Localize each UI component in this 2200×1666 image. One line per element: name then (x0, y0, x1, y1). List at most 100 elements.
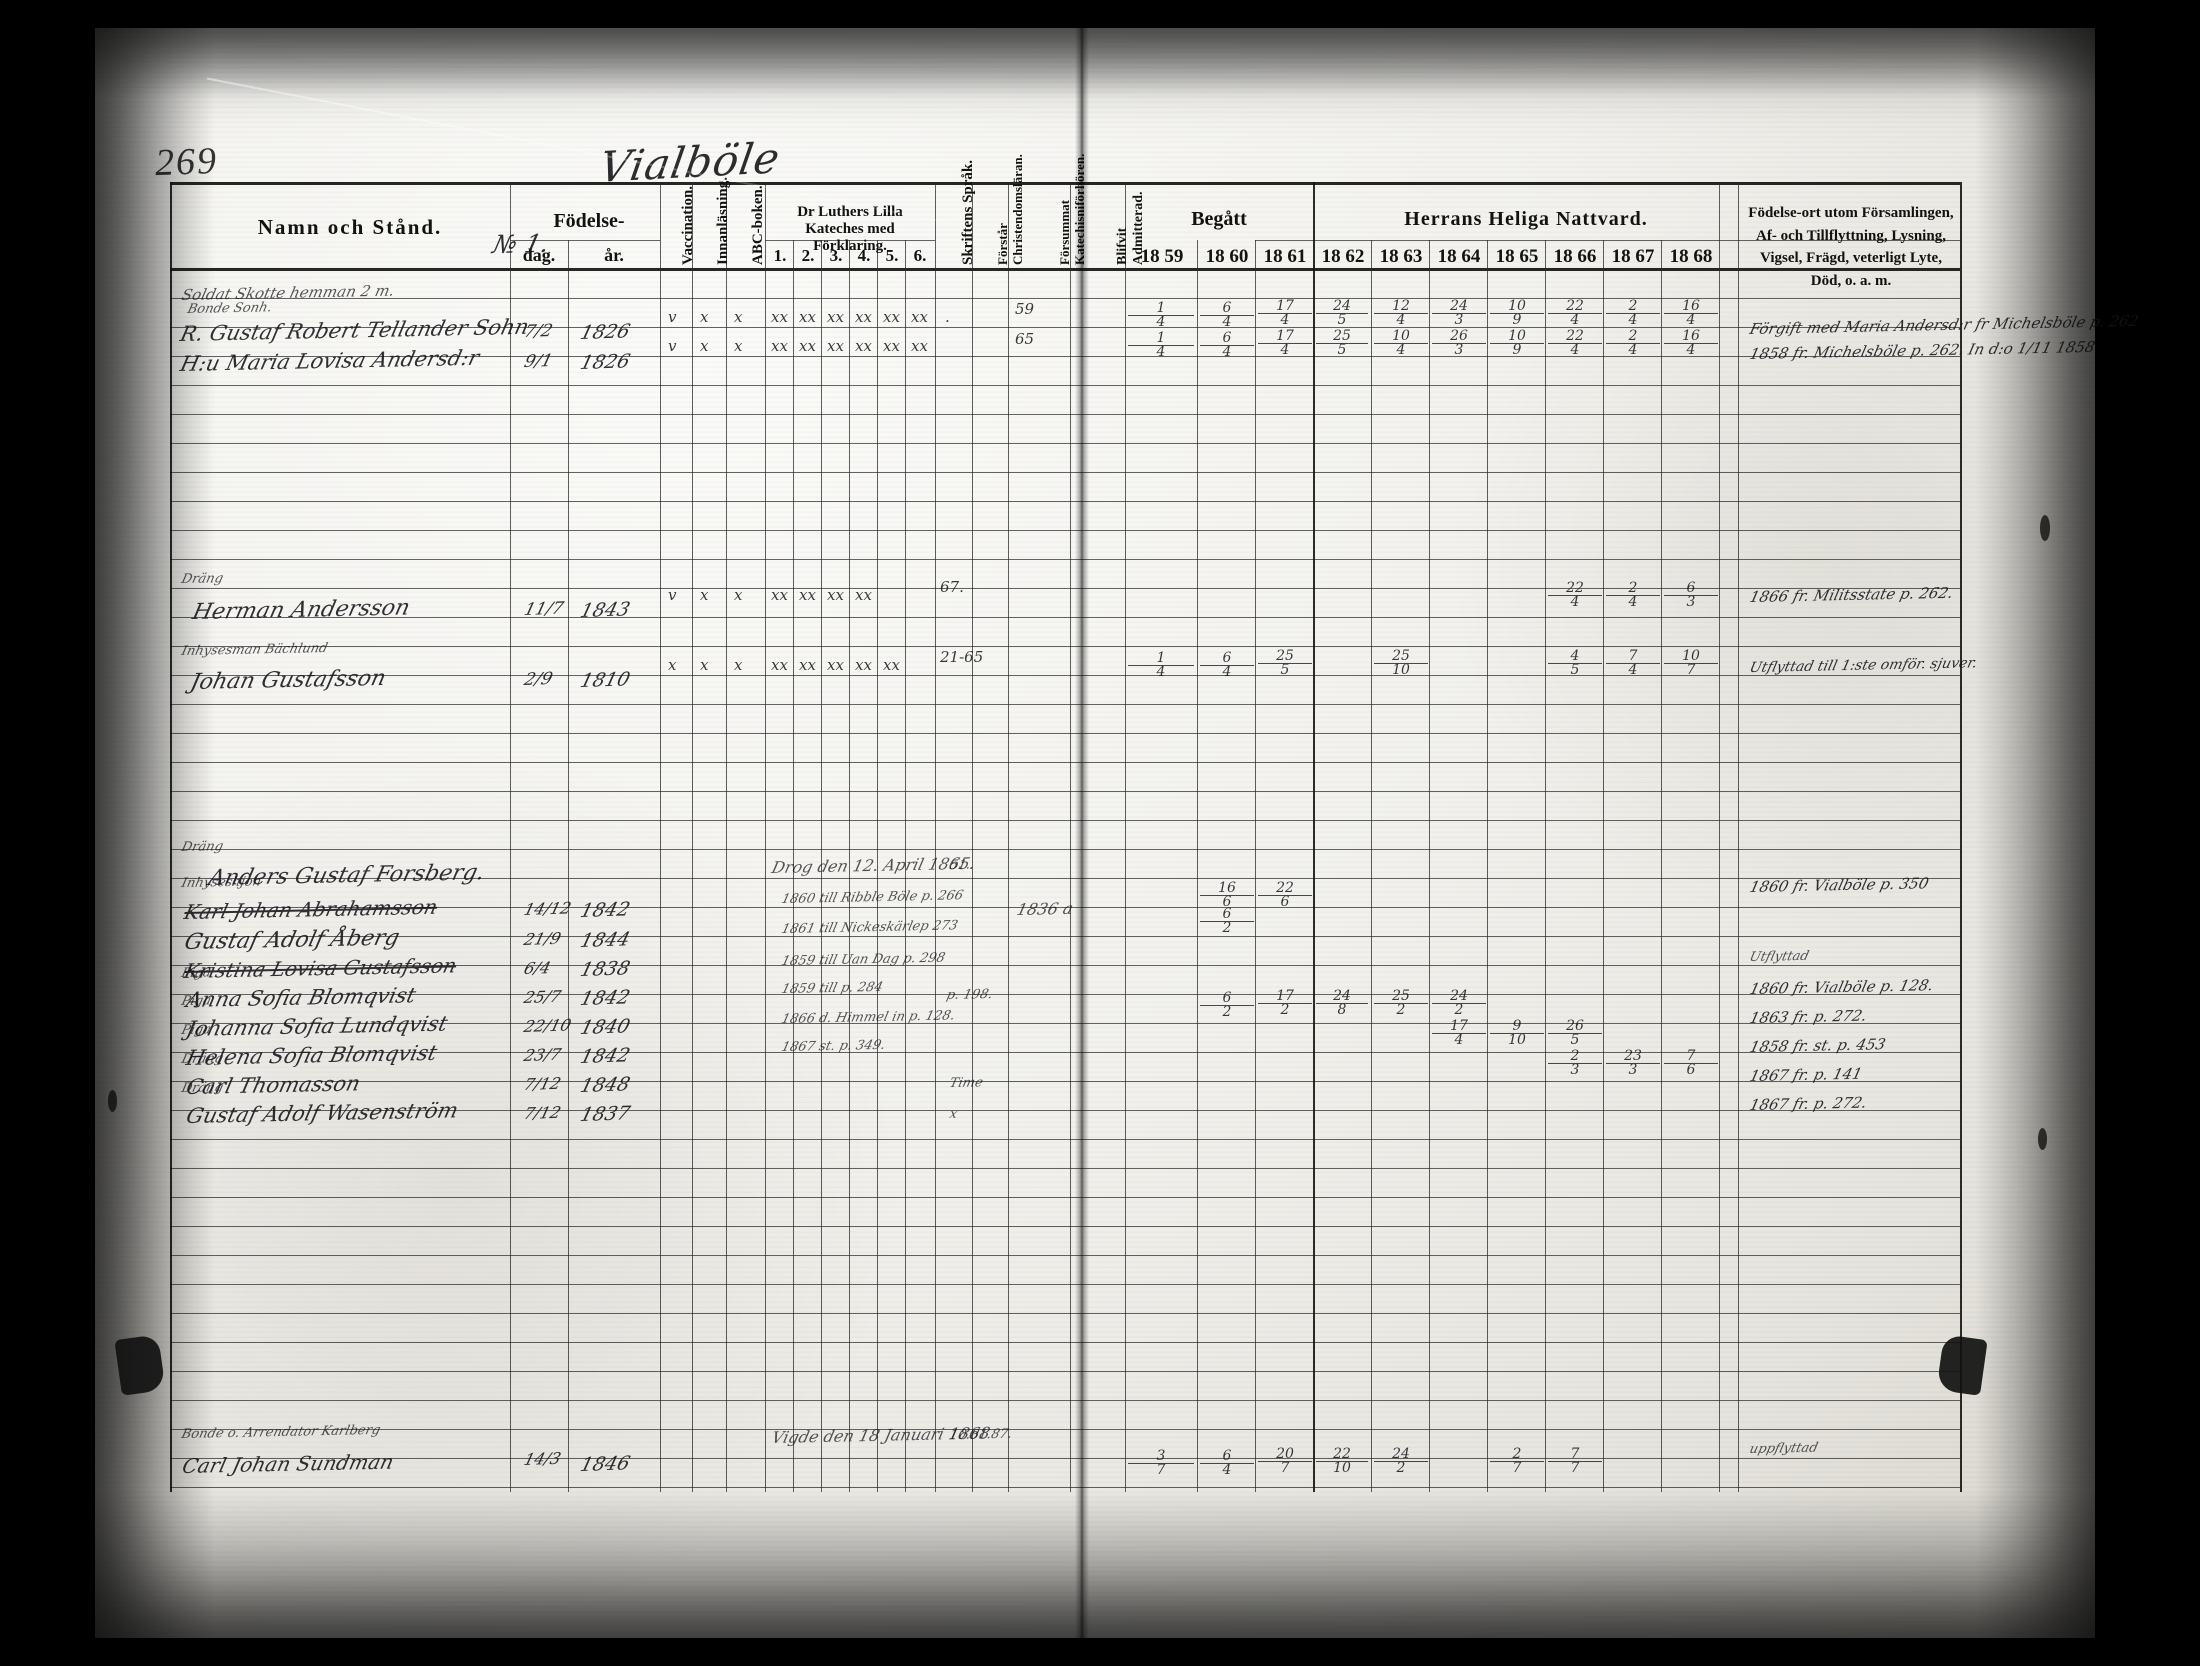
entry-name: H:u Maria Lovisa Andersd:r (178, 345, 482, 376)
header-understands-christianity: Förstår Christendomsläran. (995, 154, 1025, 265)
inline-note: 51. (948, 857, 973, 873)
header-vaccination: Vaccination. (680, 185, 696, 265)
header-holy-communion: Herrans Heliga Nattvard. (1404, 208, 1648, 230)
year-column-1867: 18 67 (1611, 246, 1655, 267)
communion-mark: 25 5 (1316, 329, 1368, 357)
row-rule (170, 1400, 1960, 1401)
header-name-rank: Namn och Stånd. (257, 215, 443, 239)
entry-name: Carl Johan Sundman (180, 1449, 397, 1478)
inline-note: Time (948, 1075, 985, 1091)
col-rule-y1863 (1429, 240, 1430, 1492)
col-rule-y1867 (1661, 240, 1662, 1492)
row-rule (170, 1023, 1960, 1024)
row-rule (170, 762, 1960, 763)
row-rule (170, 1110, 1960, 1111)
year-column-1863: 18 63 (1379, 246, 1423, 267)
row-rule (170, 385, 1960, 386)
col-rule-begatt (1125, 182, 1126, 1492)
col-rule-y1868 (1719, 182, 1720, 1492)
col-rule-neglected (1008, 182, 1009, 1492)
row-rule (170, 1139, 1960, 1140)
row-rule (170, 588, 1960, 589)
header-cat-6: 6. (913, 246, 927, 265)
entry-notes: uppflyttad (1748, 1440, 1820, 1457)
col-rule-y1865 (1545, 240, 1546, 1492)
row-rule (170, 849, 1960, 850)
entry-name: Johan Gustafsson (188, 665, 389, 695)
communion-mark: 17 4 (1258, 299, 1312, 327)
row-rule (170, 1458, 1960, 1459)
row-rule (170, 472, 1960, 473)
communion-mark: 17 4 (1432, 1019, 1486, 1047)
row-rule (170, 936, 1960, 937)
communion-mark: 25 10 (1374, 649, 1428, 677)
col-rule-abc (726, 182, 727, 1492)
header-birth-year: år. (604, 245, 624, 265)
year-column-1861: 18 61 (1263, 246, 1307, 267)
header-innanlasning: Innanläsning. (715, 177, 731, 265)
row-rule (170, 327, 1960, 328)
entry-notes: Utflyttad (1748, 948, 1811, 965)
entry-occupation: Piga (180, 1022, 213, 1038)
header-begatt: Begått (1191, 208, 1247, 230)
entry-occupation: Dräng (180, 1051, 225, 1067)
col-rule-catechism (765, 182, 766, 1492)
communion-mark: 20 7 (1258, 1447, 1312, 1475)
row-rule (170, 820, 1960, 821)
col-rule-cat4 (877, 240, 878, 1492)
inline-note: 1859 till p. 284 (780, 979, 885, 997)
col-rule-birth (510, 182, 511, 1492)
edge-mark (2040, 515, 2050, 541)
row-rule (170, 559, 1960, 560)
communion-mark: 26 3 (1432, 329, 1486, 357)
entry-birth-day: 7/2 (522, 321, 555, 342)
communion-mark: 25 5 (1258, 649, 1312, 677)
edge-mark (2038, 1128, 2047, 1150)
entry-birth-year: 1842 (578, 1044, 633, 1068)
communion-mark: 25 2 (1374, 989, 1428, 1017)
inline-note: 1860 till Ribble Böle p. 266 (780, 888, 965, 907)
header-cat-5: 5. (885, 246, 899, 265)
entry-notes: 1860 fr. Vialböle p. 350 (1748, 874, 1931, 896)
communion-mark: 12 4 (1374, 299, 1428, 327)
communion-mark: 23 3 (1606, 1049, 1660, 1077)
row-rule (170, 501, 1960, 502)
col-rule-y1864 (1487, 240, 1488, 1492)
inline-note: 1866 d. Himmel in p. 128. (780, 1008, 957, 1027)
entry-birth-year: 1843 (578, 598, 633, 622)
entry-name: Herman Andersson (190, 595, 413, 625)
row-rule (170, 704, 1960, 705)
entry-birth-year: 1810 (578, 668, 633, 692)
entry-birth-day: 14/12 (522, 898, 574, 919)
header-birth-day: dag. (522, 245, 556, 265)
year-column-1868: 18 68 (1669, 246, 1713, 267)
row-rule (170, 878, 1960, 879)
entry-birth-year: 1837 (578, 1102, 633, 1126)
inline-note: 1859 till Uan Dag p. 298 (780, 950, 947, 969)
entry-notes: Utflyttad till 1:ste omför. sjuver. (1748, 655, 1979, 676)
entry-notes: 1866 fr. Militsstate p. 262. (1748, 583, 1956, 606)
entry-notes: 1867 fr. p. 272. (1748, 1093, 1869, 1114)
row-rule (170, 675, 1960, 676)
entry-sub: Inhyseshjon (180, 874, 263, 891)
entry-birth-year: 1842 (578, 898, 633, 922)
entry-birth-year: 1848 (578, 1073, 633, 1097)
communion-mark: 16 4 (1664, 299, 1718, 327)
entry-occupation: Dräng (180, 1080, 225, 1096)
header-notes: Födelse-ort utom Församlingen, Af- och T… (1748, 205, 1954, 289)
entry-birth-year: 1826 (578, 320, 633, 344)
catechism-subhead-rule (765, 240, 935, 241)
header-scripture-language: Skriftens Språk. (960, 159, 976, 265)
entry-name: Kristina Lovisa Gustafsson (182, 953, 460, 983)
header-cat-3: 3. (829, 246, 843, 265)
